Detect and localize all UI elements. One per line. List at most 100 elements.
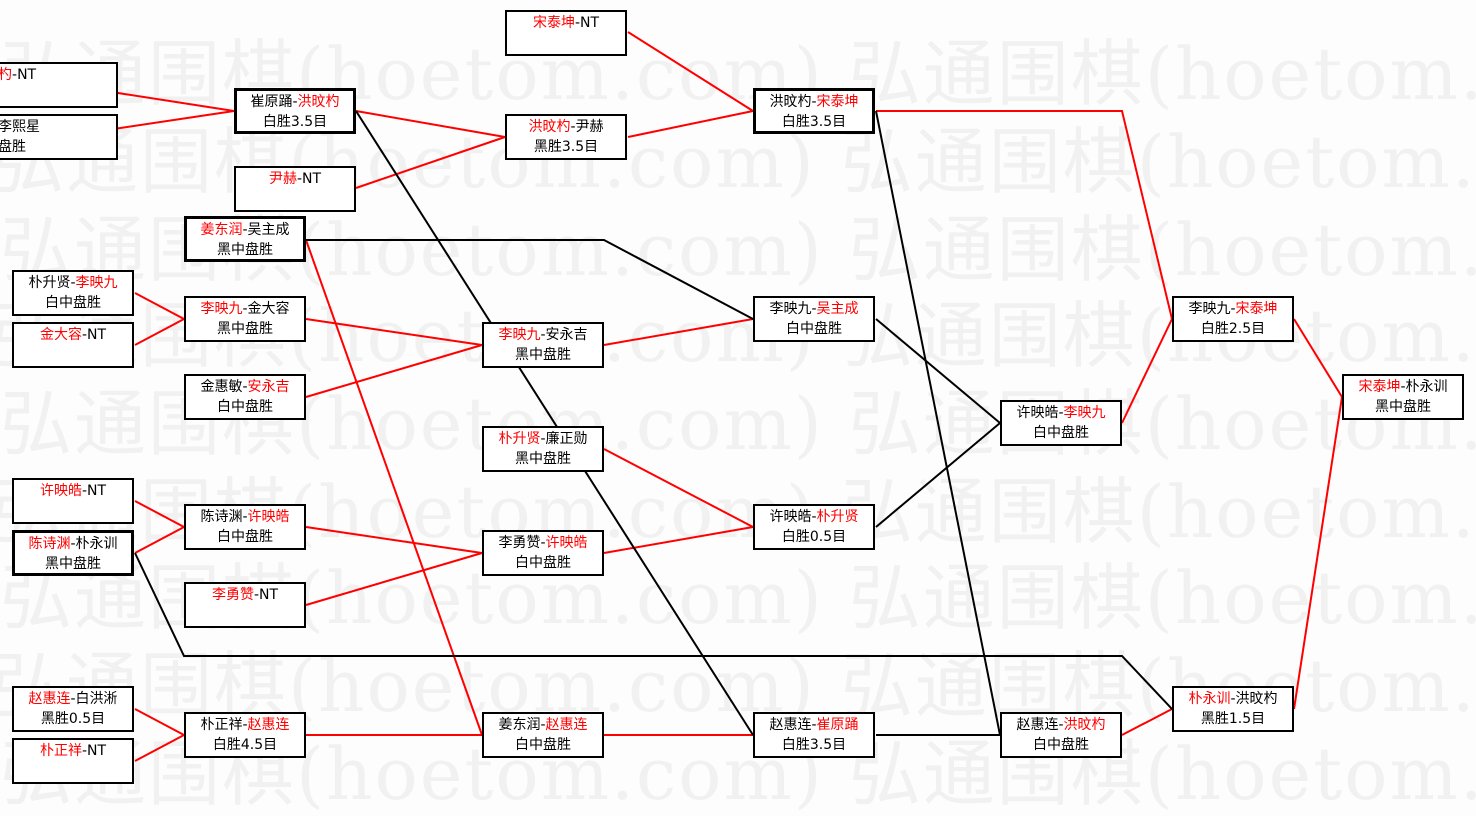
player-1: 陈诗渊 [200, 509, 243, 525]
separator: - [70, 275, 76, 291]
match-result: 白胜3.5目 [781, 737, 847, 753]
separator: - [540, 431, 546, 447]
player-1: 许映皓 [769, 509, 812, 525]
player-2: 白洪淅 [75, 691, 118, 707]
match-box: 朴升贤-廉正勋黑中盘胜 [482, 426, 604, 472]
player-1: 李映九 [769, 301, 812, 317]
separator: - [570, 119, 576, 135]
match-box: 许映皓-李映九 白中盘胜 [1000, 400, 1122, 446]
player-1: 陈诗渊 [28, 536, 71, 552]
match-result: 黑中盘胜 [217, 321, 273, 337]
player-2: NT [87, 327, 107, 343]
player-2: 廉正勋 [545, 431, 588, 447]
match-players: 金惠敏-安永吉 [186, 377, 304, 397]
match-box: 崔原踊-洪旼杓 白胜3.5目 [234, 88, 356, 134]
player-2: 许映皓 [545, 535, 588, 551]
match-result: 白中盘胜 [45, 295, 101, 311]
player-2: 李熙星 [0, 119, 40, 135]
player-1: 李勇赞 [498, 535, 541, 551]
match-box: 赵惠连-崔原踊 白胜3.5目 [753, 712, 875, 758]
player-1: 金大容 [39, 327, 82, 343]
separator: - [242, 379, 248, 395]
match-players: 朴升贤-廉正勋 [484, 429, 602, 449]
player-2: NT [87, 743, 107, 759]
player-1: 许映皓 [39, 483, 82, 499]
player-2: NT [580, 15, 600, 31]
winner-connector [305, 526, 483, 554]
player-2: 朴永训 [1405, 379, 1448, 395]
player-1: 尹赫 [268, 171, 297, 187]
loser-connector [306, 239, 754, 320]
separator: - [70, 691, 76, 707]
player-1: 李映九 [200, 301, 243, 317]
player-2: 洪旼杓 [297, 94, 340, 110]
match-box: 许映皓-NT [12, 478, 134, 524]
winner-connector [627, 31, 754, 112]
match-box: 陈诗渊-许映皓 白中盘胜 [184, 504, 306, 550]
match-result: 白中盘胜 [1033, 425, 1089, 441]
match-result: 黑中盘胜 [515, 347, 571, 363]
player-1: 朴正祥 [39, 743, 82, 759]
match-result: 黑中盘胜 [45, 556, 101, 572]
match-box: 宋泰坤-NT [505, 10, 627, 56]
match-box: 洪旼杓-宋泰坤 白胜3.5目 [753, 88, 875, 134]
player-2: 吴主成 [816, 301, 859, 317]
match-players: 李映九-吴主成 [755, 299, 873, 319]
player-1: 朴永训 [1188, 691, 1231, 707]
winner-connector [305, 344, 483, 398]
match-players: 李勇赞-许映皓 [484, 533, 602, 553]
match-box: 李映九-吴主成 白中盘胜 [753, 296, 875, 342]
match-players: 李映九-宋泰坤 [1174, 299, 1292, 319]
match-box: 陈诗渊-朴永训 黑中盘胜 [12, 530, 134, 576]
separator: - [540, 717, 546, 733]
separator: - [1400, 379, 1406, 395]
match-players: 许映皓-朴升贤 [755, 507, 873, 527]
separator: - [253, 587, 260, 603]
player-2: 赵惠连 [545, 717, 588, 733]
player-1: 宋泰坤 [1358, 379, 1401, 395]
player-1: 杓 [0, 67, 12, 83]
player-2: NT [259, 587, 279, 603]
match-box: 李勇赞-许映皓 白中盘胜 [482, 530, 604, 576]
match-players: 赵惠连-白洪淅 [14, 689, 132, 709]
match-box: 洪旼杓-尹赫 黑胜3.5目 [505, 114, 627, 160]
winner-connector [305, 552, 483, 606]
match-players: 姜东润-吴主成 [187, 220, 303, 240]
player-2: 吴主成 [247, 222, 290, 238]
winner-connector [1293, 396, 1343, 710]
player-1: 崔原踊 [250, 94, 293, 110]
separator: - [12, 67, 18, 83]
separator: - [811, 509, 817, 525]
player-1: 李映九 [498, 327, 541, 343]
winner-connector [355, 110, 506, 138]
match-result: 黑中盘胜 [515, 451, 571, 467]
winner-connector [1121, 708, 1173, 736]
player-1: 宋泰坤 [532, 15, 575, 31]
separator: - [81, 327, 88, 343]
separator: - [81, 483, 88, 499]
separator: - [540, 535, 546, 551]
match-result: 黑胜0.5目 [40, 711, 106, 727]
player-2: 许映皓 [247, 509, 290, 525]
winner-connector [603, 318, 754, 346]
match-result: 白中盘胜 [515, 737, 571, 753]
match-players: 李映九-安永吉 [484, 325, 602, 345]
separator: - [811, 94, 817, 110]
match-box: 李映九-宋泰坤 白胜2.5目 [1172, 296, 1294, 342]
match-result: 白胜3.5目 [781, 114, 847, 130]
separator: - [81, 743, 88, 759]
winner-connector [876, 110, 1173, 320]
match-box: 尹赫-NT [234, 166, 356, 212]
match-box: 金惠敏-安永吉 白中盘胜 [184, 374, 306, 420]
separator: - [574, 15, 581, 31]
match-box: 朴永训-洪旼杓 黑胜1.5目 [1172, 686, 1294, 732]
match-result: 盘胜 [0, 139, 26, 155]
bracket-connectors [59, 31, 1343, 762]
loser-connector [355, 110, 754, 736]
match-box: 李映九-金大容 黑中盘胜 [184, 296, 306, 342]
player-1: 姜东润 [498, 717, 541, 733]
player-2: 朴永训 [75, 536, 118, 552]
player-1: 许映皓 [1016, 405, 1059, 421]
loser-connector [875, 422, 1001, 528]
match-result: 白中盘胜 [1033, 737, 1089, 753]
